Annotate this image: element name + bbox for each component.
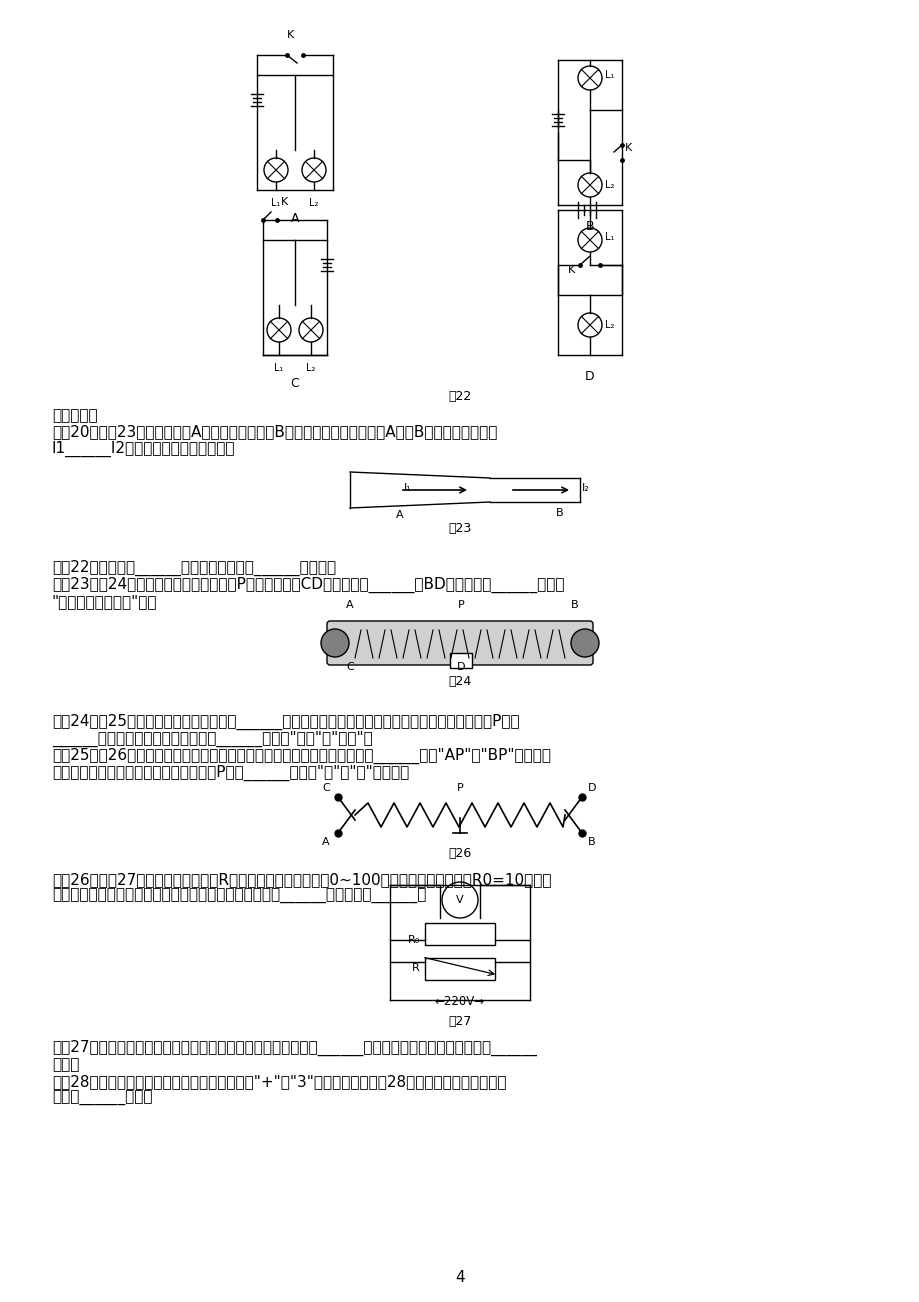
- Text: ←220V→: ←220V→: [435, 995, 484, 1008]
- Text: 26．如图27所示的电路，变阻器R连入电路的电阻值可以在0~100欧姆的范围内变化，若R0=10欧姆，: 26．如图27所示的电路，变阻器R连入电路的电阻值可以在0~100欧姆的范围内变…: [52, 872, 550, 887]
- Text: 4: 4: [455, 1269, 464, 1285]
- Text: 27．电镀（在金属物品上镀一层防锈的金属）是利用电流的______效应，电磁起重机是利用电流的______: 27．电镀（在金属物品上镀一层防锈的金属）是利用电流的______效应，电磁起重…: [52, 1040, 537, 1056]
- Text: B: B: [587, 837, 595, 848]
- Text: R₀: R₀: [407, 935, 420, 945]
- Text: 位置是______安培。: 位置是______安培。: [52, 1091, 153, 1105]
- Text: B: B: [556, 508, 563, 518]
- Text: L₂: L₂: [605, 320, 614, 329]
- Text: L₁: L₁: [274, 363, 283, 372]
- Text: 图22: 图22: [448, 391, 471, 404]
- Text: 图23: 图23: [448, 522, 471, 535]
- Text: ______端移动，此时电磁铁的磁性将______。（填"增强"或"减弱"）: ______端移动，此时电磁铁的磁性将______。（填"增强"或"减弱"）: [52, 730, 372, 747]
- Text: L₁: L₁: [605, 70, 614, 79]
- Text: L₁: L₁: [271, 198, 280, 208]
- Circle shape: [571, 629, 598, 658]
- Text: 24．图25所示电路里，滑动变阻器的______段电阻丝连入了电路，要使伏特表示数变小，滑动片P应向: 24．图25所示电路里，滑动变阻器的______段电阻丝连入了电路，要使伏特表示…: [52, 713, 519, 730]
- Text: A: A: [322, 837, 330, 848]
- Text: 二、填空题: 二、填空题: [52, 408, 97, 423]
- Text: 20．如图23所示的导线，A处导线的直径大于B处导线的直径，那么通过A处和B处电流强度的关系: 20．如图23所示的导线，A处导线的直径大于B处导线的直径，那么通过A处和B处电…: [52, 424, 497, 439]
- Text: 那么，在变阻器滑片滑动过程中，伏特表读数的最小值是______，最大值是______。: 那么，在变阻器滑片滑动过程中，伏特表读数的最小值是______，最大值是____…: [52, 889, 425, 904]
- Text: I₁: I₁: [403, 483, 412, 493]
- Text: K: K: [287, 30, 294, 40]
- Text: 图27: 图27: [448, 1016, 471, 1029]
- Text: 23．图24中，当把滑动变阻器的滑片P向右滑动时，CD间的电阻值______，BD间的电阻值______（选填: 23．图24中，当把滑动变阻器的滑片P向右滑动时，CD间的电阻值______，B…: [52, 577, 564, 594]
- Text: C: C: [290, 378, 299, 391]
- Text: 图24: 图24: [448, 674, 471, 687]
- Text: 若要使它连入电路的电阻减小，则滑动片P应向______。（填"左"或"右"）移动。: 若要使它连入电路的电阻减小，则滑动片P应向______。（填"左"或"右"）移动…: [52, 766, 409, 781]
- Text: A: A: [396, 510, 403, 519]
- Text: A: A: [346, 600, 354, 611]
- Text: 效应。: 效应。: [52, 1057, 79, 1072]
- Text: L₁: L₁: [605, 232, 614, 242]
- Text: 28．测电路中的电流强度时，使用安培表的"+"和"3"的两接线柱，如图28所示，安培表指针所示的: 28．测电路中的电流强度时，使用安培表的"+"和"3"的两接线柱，如图28所示，…: [52, 1074, 506, 1088]
- Text: L₂: L₂: [306, 363, 315, 372]
- Text: C: C: [346, 661, 354, 672]
- Text: L₂: L₂: [309, 198, 318, 208]
- Text: K: K: [281, 197, 289, 207]
- FancyBboxPatch shape: [326, 621, 593, 665]
- Text: P: P: [456, 783, 463, 793]
- Text: A: A: [290, 212, 299, 225]
- Text: P: P: [457, 600, 464, 611]
- Text: I₂: I₂: [582, 483, 589, 493]
- Text: B: B: [585, 220, 594, 233]
- Bar: [425, 958, 494, 980]
- Bar: [449, 654, 471, 668]
- Text: K: K: [624, 143, 631, 154]
- Text: V: V: [456, 894, 463, 905]
- Text: L₂: L₂: [605, 180, 614, 190]
- Text: B: B: [571, 600, 578, 611]
- Text: R: R: [412, 963, 420, 973]
- Text: C: C: [322, 783, 330, 793]
- Text: I1______I2（填大于、小于或等于）。: I1______I2（填大于、小于或等于）。: [52, 441, 235, 457]
- Text: D: D: [456, 661, 465, 672]
- Text: K: K: [567, 266, 574, 275]
- Text: D: D: [587, 783, 596, 793]
- Text: 22．电压是使______发生定向移动形式______的原因。: 22．电压是使______发生定向移动形式______的原因。: [52, 560, 335, 577]
- Text: 25．图26所示是滑动变阻器连入电路的一种情况，则连入电路的电阻是______（填"AP"或"BP"）部分；: 25．图26所示是滑动变阻器连入电路的一种情况，则连入电路的电阻是______（…: [52, 749, 550, 764]
- Circle shape: [321, 629, 348, 658]
- Text: 图26: 图26: [448, 848, 471, 861]
- Text: "变大，变小，不变"）。: "变大，变小，不变"）。: [52, 594, 157, 609]
- Bar: [425, 923, 494, 945]
- Text: D: D: [584, 370, 595, 383]
